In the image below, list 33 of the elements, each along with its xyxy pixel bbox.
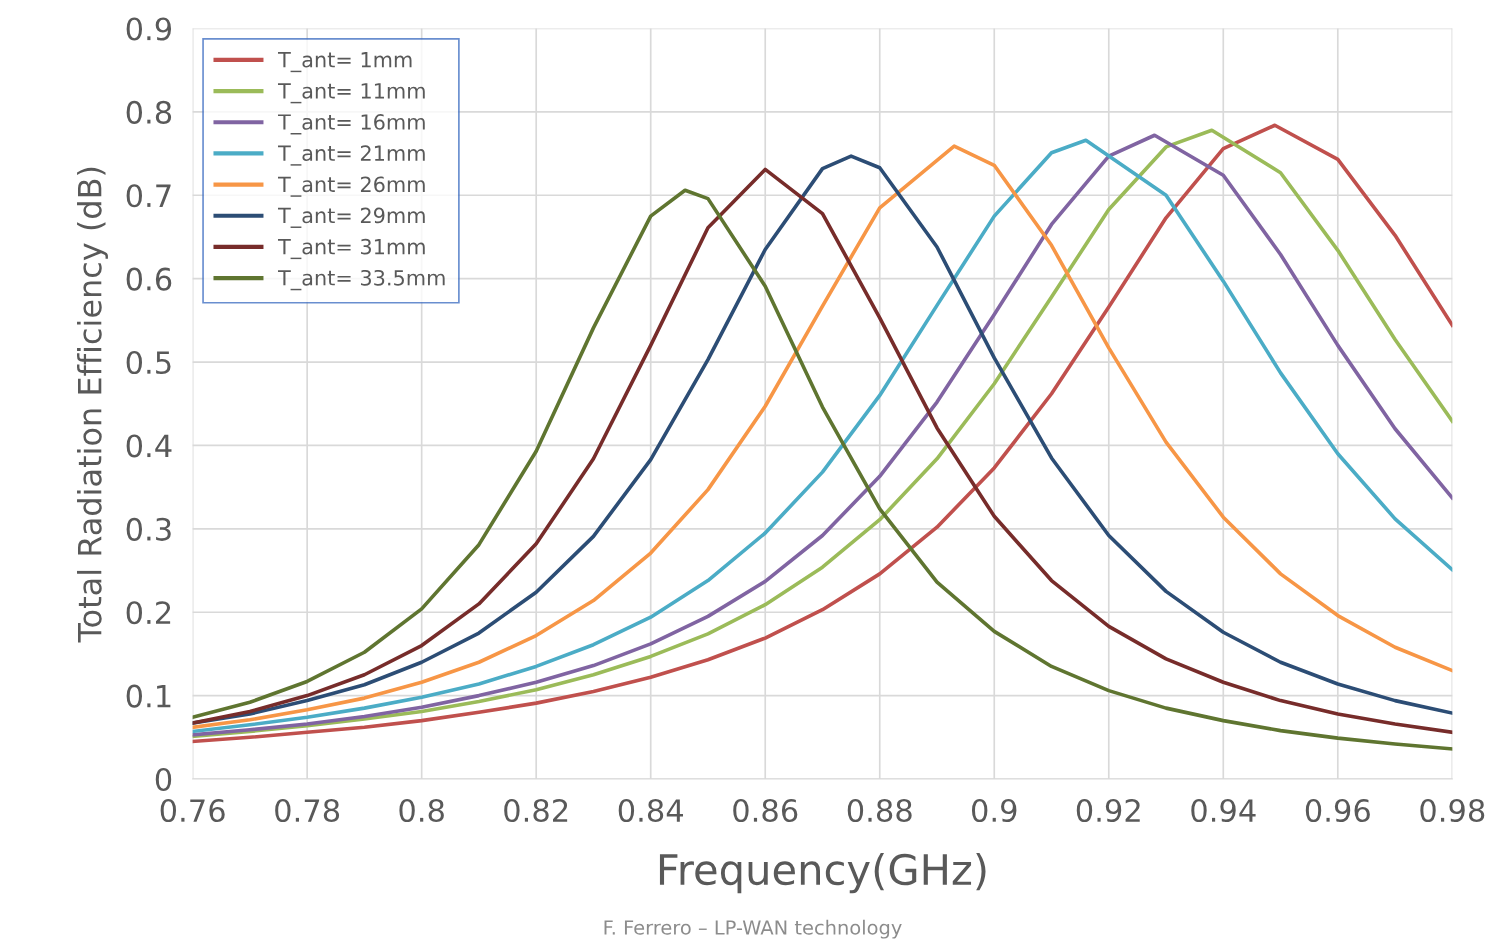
y-tick-label: 0.2 [126, 601, 171, 625]
y-tick-label: 0 [155, 767, 172, 792]
y-tick-label: 0.7 [126, 184, 171, 208]
x-tick-label: 0.94 [1191, 798, 1256, 823]
y-tick-label: 0.1 [126, 684, 171, 708]
legend-label: T_ant= 21mm [277, 145, 425, 166]
y-axis-title: Total Radiation Efficiency (dB) [77, 167, 108, 643]
text: F. Ferrero – LP-WAN technology [604, 919, 902, 939]
x-tick-label: 0.86 [733, 798, 798, 823]
legend-label: T_ant= 31mm [277, 238, 425, 260]
y-tick-label: 0.5 [126, 350, 171, 375]
x-tick-label: 0.8 [399, 798, 444, 823]
x-tick-label: 0.96 [1305, 798, 1370, 823]
y-tick-label: 0.9 [126, 17, 172, 41]
x-tick-label: 0.98 [1420, 798, 1485, 823]
legend-label: T_ant= 16mm [277, 114, 425, 135]
x-axis-title: Frequency(GHz) [659, 853, 986, 894]
x-tick-label: 0.88 [847, 798, 912, 823]
legend-label: T_ant= 11mm [277, 83, 425, 104]
y-tick-label: 0.6 [126, 267, 172, 291]
legend-label: T_ant= 1mm [277, 52, 412, 73]
legend-label: T_ant= 29mm [277, 207, 425, 228]
y-tick-label: 0.3 [126, 517, 171, 541]
x-tick-label: 0.84 [618, 798, 684, 823]
y-tick-label: 0.8 [126, 100, 172, 124]
x-tick-label: 0.78 [275, 798, 340, 823]
x-tick-label: 0.9 [971, 798, 1017, 823]
x-tick-label: 0.82 [504, 798, 568, 823]
legend-label: T_ant= 33.5mm [277, 269, 445, 291]
legend-label: T_ant= 26mm [277, 176, 425, 197]
y-tick-label: 0.4 [126, 434, 172, 458]
x-tick-label: 0.92 [1076, 798, 1140, 823]
x-tick-label: 0.76 [160, 798, 225, 823]
